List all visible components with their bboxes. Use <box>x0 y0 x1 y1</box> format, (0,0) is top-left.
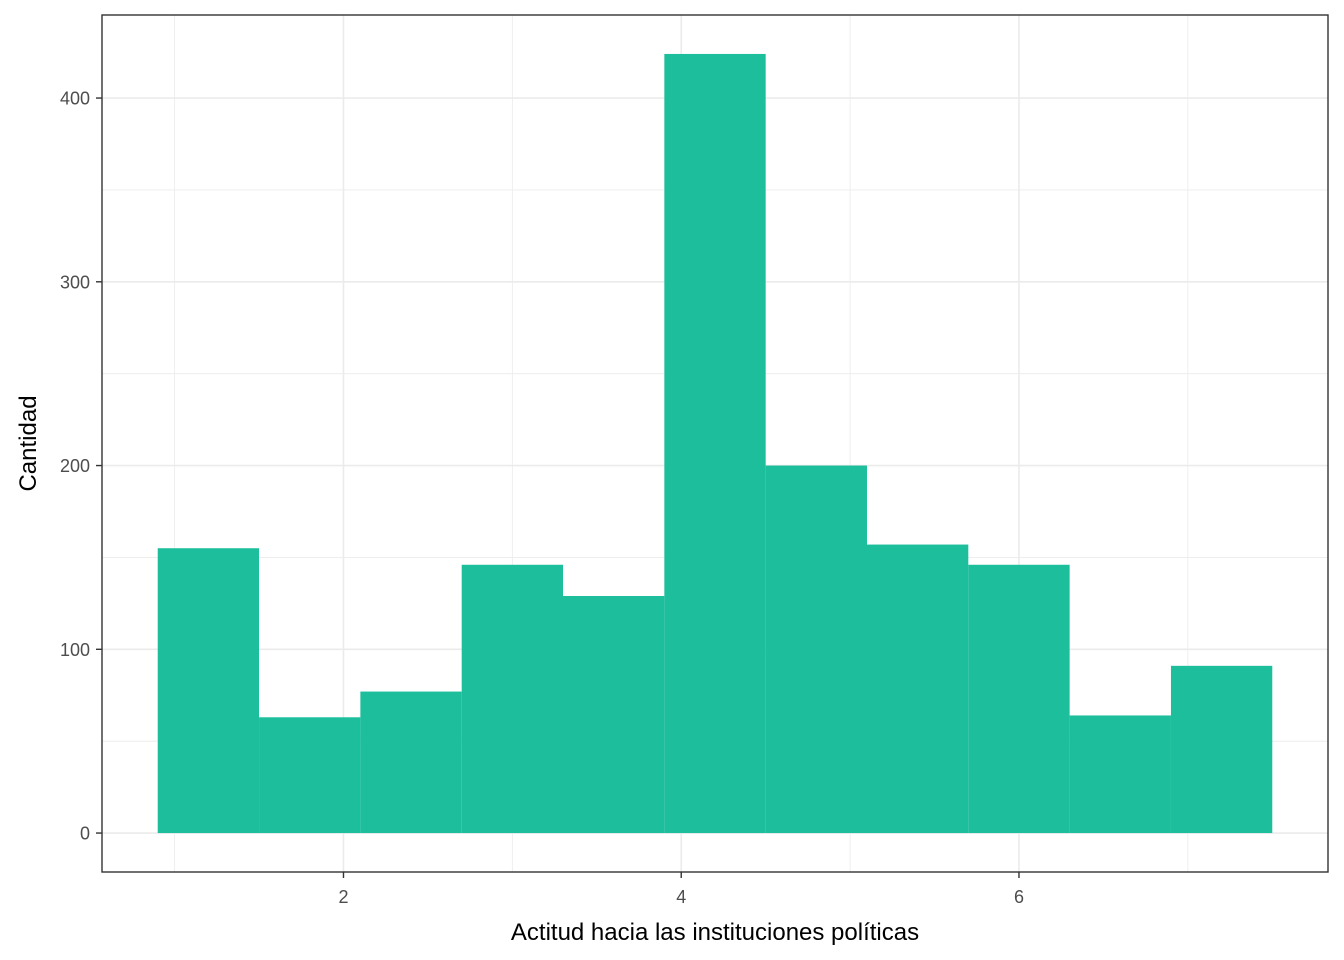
y-tick-label: 400 <box>60 89 90 109</box>
histogram-bars <box>157 53 1273 834</box>
x-axis-ticks: 2 4 6 <box>338 872 1024 907</box>
y-tick-label: 300 <box>60 272 90 292</box>
x-tick-label: 4 <box>676 887 686 907</box>
y-axis-ticks: 0 100 200 300 400 <box>60 89 102 844</box>
histogram-bar <box>157 548 260 834</box>
x-tick-label: 2 <box>338 887 348 907</box>
histogram-bar <box>1170 665 1273 834</box>
panel-border <box>101 14 1329 873</box>
histogram-bar <box>968 564 1070 834</box>
histogram-bar <box>461 564 564 834</box>
y-tick-label: 100 <box>60 640 90 660</box>
histogram-bar <box>1069 715 1171 834</box>
histogram-bar <box>765 465 867 834</box>
histogram-bar <box>360 691 462 834</box>
y-axis-title: Cantidad <box>15 395 42 491</box>
histogram-bar <box>664 53 766 834</box>
histogram-bar <box>563 596 665 834</box>
histogram-bar <box>259 717 361 834</box>
y-tick-label: 0 <box>80 824 90 844</box>
x-tick-label: 6 <box>1014 887 1024 907</box>
y-tick-label: 200 <box>60 456 90 476</box>
x-axis-title: Actitud hacia las instituciones política… <box>511 919 919 946</box>
histogram-bar <box>866 544 969 834</box>
